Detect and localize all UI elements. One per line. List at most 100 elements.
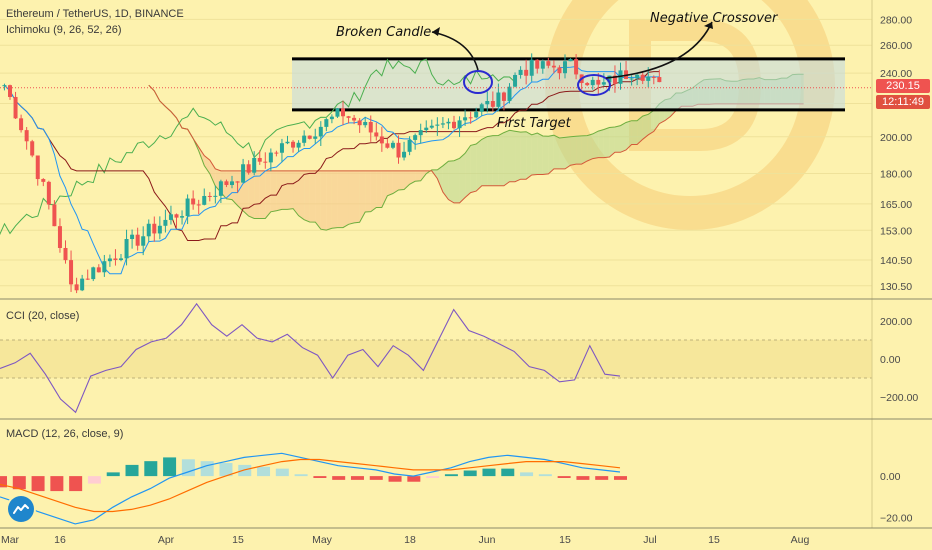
- note-first-target: First Target: [497, 116, 572, 131]
- candle-body: [324, 119, 329, 127]
- candle-body: [91, 267, 96, 280]
- candle-body: [35, 155, 40, 180]
- ichimoku-cloud-segment: [209, 160, 216, 187]
- macd-histogram-bar: [407, 476, 421, 482]
- candle-body: [307, 135, 312, 139]
- ichimoku-cloud-segment: [415, 170, 421, 182]
- ichimoku-cloud-segment: [348, 170, 355, 225]
- x-tick-label: Mar: [1, 534, 20, 546]
- cci-tick-label: 200.00: [880, 316, 912, 328]
- cci-line: [0, 302, 621, 414]
- ichimoku-cloud-segment: [409, 170, 416, 185]
- candle-body: [440, 123, 445, 125]
- arrow-negative-crossover: [605, 21, 713, 79]
- ichimoku-cloud-segment: [343, 170, 349, 228]
- candle-body: [379, 136, 384, 144]
- ichimoku-cloud-segment: [581, 135, 588, 165]
- candle-body: [424, 127, 429, 131]
- candle-body: [180, 216, 185, 218]
- price-pane[interactable]: [0, 18, 872, 294]
- tradingview-icon: [13, 504, 29, 514]
- candle-body: [574, 59, 579, 75]
- arrowhead-broken-candle: [432, 27, 440, 36]
- x-tick-label: 15: [559, 534, 571, 546]
- price-tick-label: 260.00: [880, 40, 912, 52]
- ichimoku-cloud-segment: [476, 139, 482, 192]
- ichimoku-base-line: [4, 71, 660, 241]
- candle-body: [518, 69, 523, 75]
- candle-body: [313, 136, 318, 139]
- candle-body: [374, 132, 379, 137]
- candle-body: [396, 142, 401, 158]
- candle-body: [224, 181, 229, 185]
- price-tick-label: 180.00: [880, 169, 912, 181]
- ichimoku-cloud-segment: [609, 127, 615, 158]
- macd-pane[interactable]: [0, 452, 627, 525]
- ichimoku-cloud-segment: [315, 170, 321, 230]
- highlight-ellipse-crossover: [577, 74, 611, 96]
- macd-histogram-bar: [12, 476, 26, 490]
- macd-histogram-bar: [350, 476, 364, 480]
- price-tick-label: 130.50: [880, 281, 912, 293]
- macd-histogram-bar: [520, 472, 534, 477]
- ichimoku-cloud-segment: [404, 170, 410, 190]
- candle-body: [429, 125, 434, 128]
- note-negative-crossover: Negative Crossover: [650, 11, 779, 26]
- ichimoku-cloud-segment: [298, 170, 305, 220]
- candle-body: [463, 117, 468, 121]
- x-tick-label: Jul: [643, 534, 656, 546]
- price-tick-label: 153.00: [880, 225, 912, 237]
- candle-body: [241, 164, 246, 183]
- candle-body: [8, 85, 12, 97]
- candle-body: [135, 234, 140, 246]
- candle-body: [352, 117, 357, 121]
- ichimoku-cloud-segment: [265, 170, 271, 219]
- macd-histogram-bar: [125, 464, 139, 477]
- macd-histogram-bar: [275, 468, 289, 477]
- ichimoku-cloud-segment: [204, 155, 210, 174]
- candle-body: [474, 111, 479, 118]
- candle-body: [163, 219, 168, 226]
- candle-body: [119, 258, 123, 261]
- candle-body: [402, 151, 407, 158]
- ichimoku-cloud-segment: [309, 170, 316, 223]
- ichimoku-cloud-segment: [620, 122, 627, 153]
- price-tick-label: 200.00: [880, 132, 912, 144]
- x-tick-label: Jun: [479, 534, 496, 546]
- candle-body: [513, 74, 518, 87]
- candle-body: [551, 65, 556, 68]
- candle-body: [174, 214, 179, 218]
- cci-pane[interactable]: [0, 302, 872, 414]
- ichimoku-cloud-segment: [598, 129, 604, 158]
- ichimoku-cloud-segment: [487, 135, 493, 186]
- ichimoku-cloud-segment: [481, 136, 488, 186]
- candle-body: [80, 278, 85, 291]
- ichimoku-cloud-segment: [648, 110, 654, 135]
- candle-body: [69, 260, 74, 285]
- ichimoku-cloud-segment: [520, 131, 527, 180]
- candle-body: [196, 204, 201, 206]
- x-tick-label: Apr: [158, 534, 175, 546]
- ichimoku-cloud-segment: [320, 170, 327, 231]
- macd-histogram-bar: [219, 463, 233, 477]
- candle-body: [329, 116, 334, 120]
- candle-body: [46, 181, 51, 205]
- candle-body: [407, 139, 412, 152]
- candle-body: [629, 78, 634, 80]
- candle-body: [274, 152, 279, 154]
- candle-body: [146, 223, 151, 237]
- macd-tick-label: −20.00: [880, 513, 913, 525]
- ichimoku-cloud-segment: [287, 170, 294, 210]
- tradingview-logo[interactable]: [8, 496, 34, 522]
- candle-body: [52, 204, 57, 227]
- candle-body: [30, 141, 35, 156]
- ichimoku-cloud-segment: [631, 120, 638, 145]
- macd-histogram-bar: [87, 476, 101, 484]
- macd-histogram-bar: [388, 476, 402, 482]
- ichimoku-cloud-segment: [448, 160, 454, 203]
- x-tick-label: 16: [54, 534, 66, 546]
- candle-body: [490, 101, 495, 107]
- countdown-tag: 12:11:49: [876, 95, 930, 109]
